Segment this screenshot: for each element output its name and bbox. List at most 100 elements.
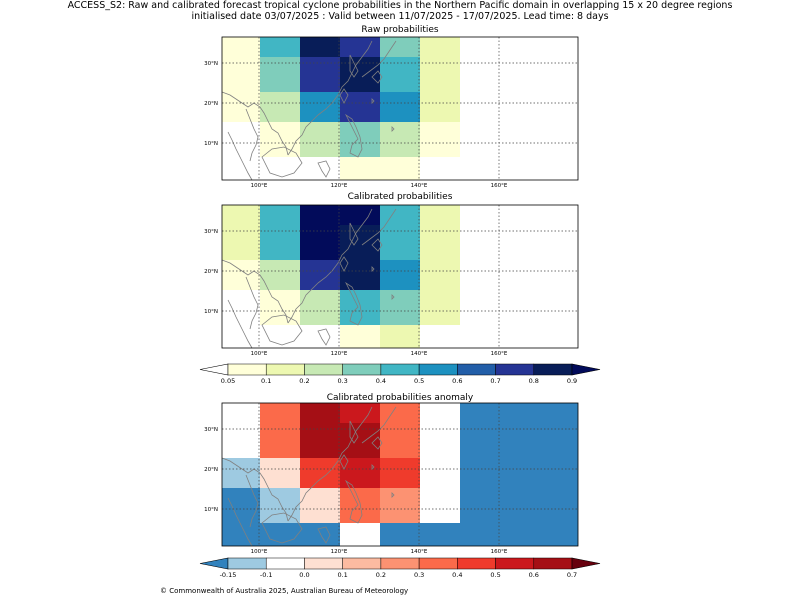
colorbar-label: 0.8 — [529, 377, 539, 385]
panel-3: Calibrated probabilities anomaly 100°E 120… — [204, 393, 579, 555]
heatmap-cell-r3-c6 — [460, 488, 500, 523]
heatmap-cell-r2-c2 — [300, 260, 340, 290]
heatmap-cell-r4-c5 — [420, 523, 460, 546]
colorbar-over-arrow — [571, 363, 601, 376]
colorbar-label: 0.4 — [452, 571, 462, 579]
y-tick-label: 10°N — [204, 309, 218, 315]
heatmap-cell-r3-c0 — [222, 488, 260, 523]
heatmap-cell-r2-c0 — [222, 260, 260, 290]
heatmap-cell-r4-c6 — [460, 523, 500, 546]
heatmap-cell-r3-c5 — [420, 488, 460, 523]
heatmap-cell-r0-c5 — [420, 403, 460, 423]
panel-title: Calibrated probabilities — [348, 192, 453, 202]
heatmap-cell-r4-c6 — [460, 325, 500, 348]
coastline-3 — [317, 40, 373, 116]
heatmap-cell-r3-c4 — [380, 488, 420, 523]
coastline-4 — [227, 131, 253, 181]
plot-frame — [221, 36, 579, 181]
colorbar-segment-8 — [533, 557, 573, 570]
heatmap-cell-r1-c8 — [540, 57, 578, 92]
heatmap-cell-r4-c7 — [500, 523, 540, 546]
heatmap-cell-r1-c8 — [540, 423, 578, 458]
heatmap-cell-r4-c0 — [222, 325, 260, 348]
x-tick-label: 140°E — [411, 549, 428, 555]
colorbar-segment-0 — [227, 557, 267, 570]
x-tick-label: 160°E — [491, 351, 508, 357]
heatmap-cell-r1-c6 — [460, 225, 500, 260]
y-tick-label: 30°N — [204, 427, 218, 433]
colorbar-label: 0.2 — [299, 377, 309, 385]
heatmap-cell-r2-c3 — [340, 458, 380, 488]
colorbar-segment-6 — [457, 557, 496, 570]
heatmap-cell-r2-c6 — [460, 260, 500, 290]
colorbar-segment-0 — [227, 363, 267, 376]
heatmap-cell-r0-c2 — [300, 205, 340, 225]
colorbar-2: -0.15 -0.1 0.0 0.1 0.2 0.3 0.4 0.5 0.6 0.7 — [199, 557, 601, 579]
coastline-11 — [349, 54, 359, 78]
heatmap-cell-r1-c7 — [500, 57, 540, 92]
heatmap-cell-r1-c0 — [222, 423, 260, 458]
plot-frame — [221, 402, 579, 547]
heatmap-cell-r0-c7 — [500, 37, 540, 57]
heatmap-cell-r2-c4 — [380, 458, 420, 488]
heatmap-cell-r1-c4 — [380, 423, 420, 458]
y-tick-label: 10°N — [204, 507, 218, 513]
x-tick-label: 100°E — [251, 351, 268, 357]
copyright-footer: © Commonwealth of Australia 2025, Austra… — [160, 587, 409, 595]
heatmap-cell-r4-c3 — [340, 325, 380, 348]
heatmap-cell-r2-c7 — [500, 458, 540, 488]
figure-title-line1: ACCESS_S2: Raw and calibrated forecast t… — [67, 0, 733, 11]
coastline-9 — [361, 208, 397, 246]
coastline-2 — [287, 282, 319, 324]
heatmap-cell-r4-c4 — [380, 325, 420, 348]
plot-frame — [221, 204, 579, 349]
heatmap-cell-r3-c3 — [340, 122, 380, 157]
colorbar-under-arrow — [199, 557, 229, 570]
heatmap-cell-r2-c2 — [300, 458, 340, 488]
y-tick-label: 30°N — [204, 61, 218, 67]
heatmap-cell-r3-c7 — [500, 290, 540, 325]
heatmap-cell-r1-c1 — [260, 225, 300, 260]
heatmap-cell-r4-c3 — [340, 523, 380, 546]
heatmap-cell-r3-c6 — [460, 122, 500, 157]
heatmap-cell-r1-c5 — [420, 225, 460, 260]
x-tick-label: 120°E — [331, 351, 348, 357]
heatmap-cell-r3-c5 — [420, 122, 460, 157]
colorbar-1: 0.05 0.1 0.2 0.3 0.4 0.5 0.6 0.7 0.8 0.9 — [199, 363, 601, 385]
heatmap-cell-r2-c7 — [500, 92, 540, 122]
heatmap-cell-r4-c3 — [340, 157, 380, 180]
colorbar-segment-1 — [265, 363, 305, 376]
heatmap-cell-r0-c7 — [500, 205, 540, 225]
heatmap-cell-r2-c6 — [460, 92, 500, 122]
coastline-2 — [287, 114, 319, 156]
x-tick-label: 100°E — [251, 183, 268, 189]
colorbar-label: 0.5 — [414, 377, 424, 385]
colorbar-label: -0.15 — [220, 571, 237, 579]
heatmap-cell-r4-c2 — [300, 523, 340, 546]
heatmap-cell-r0-c1 — [260, 205, 300, 225]
coastline-0 — [221, 457, 289, 522]
coastlines — [221, 406, 397, 547]
heatmap-cell-r4-c2 — [300, 157, 340, 180]
x-tick-label: 160°E — [491, 183, 508, 189]
heatmap-cell-r0-c3 — [340, 37, 380, 57]
heatmap-cell-r3-c8 — [540, 488, 578, 523]
x-tick-label: 140°E — [411, 351, 428, 357]
heatmap-cell-r3-c4 — [380, 122, 420, 157]
panel-title: Calibrated probabilities anomaly — [327, 393, 474, 403]
colorbar-label: 0.3 — [414, 571, 424, 579]
heatmap-cell-r0-c3 — [340, 403, 380, 423]
coastline-12 — [371, 464, 375, 470]
heatmap-cell-r3-c3 — [340, 290, 380, 325]
heatmap-cell-r4-c8 — [540, 325, 578, 348]
coastline-7 — [261, 512, 303, 544]
coastline-1 — [245, 474, 259, 528]
heatmap-cell-r1-c4 — [380, 57, 420, 92]
coastline-8 — [317, 328, 331, 346]
heatmap-cell-r1-c6 — [460, 423, 500, 458]
heatmap-cell-r2-c6 — [460, 458, 500, 488]
heatmap-cell-r2-c8 — [540, 92, 578, 122]
heatmap-cell-r4-c4 — [380, 157, 420, 180]
heatmap-cell-r0-c0 — [222, 37, 260, 57]
